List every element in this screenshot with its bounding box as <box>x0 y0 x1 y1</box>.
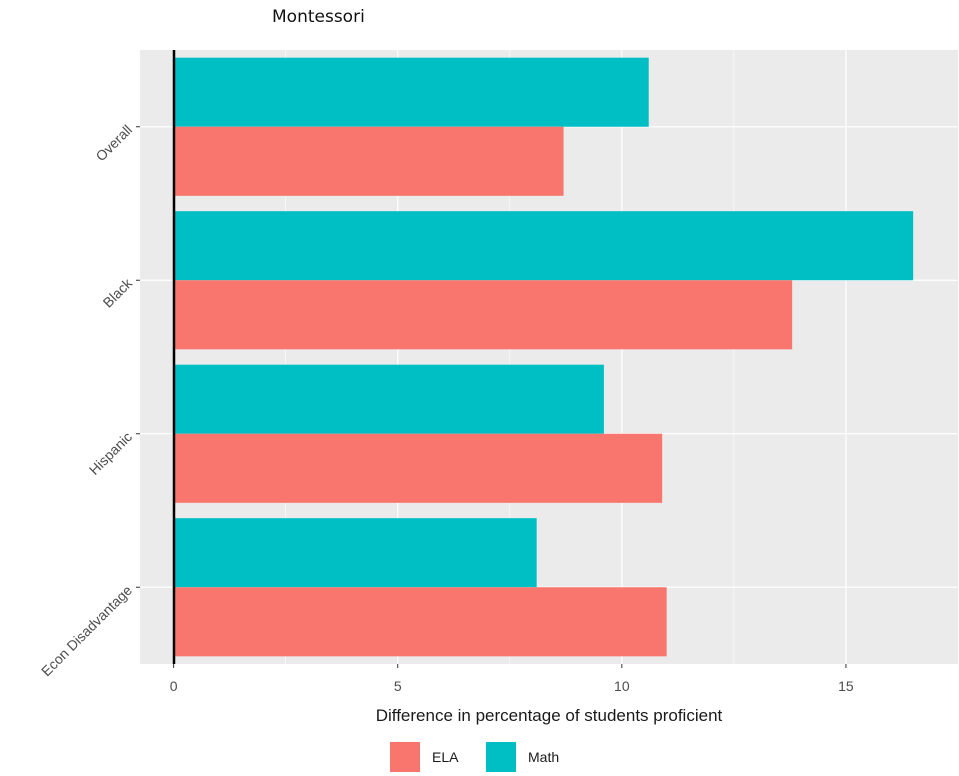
legend-key-ela <box>390 742 420 772</box>
bar-math <box>173 211 914 281</box>
legend-key-math <box>486 742 516 772</box>
x-axis-title: Difference in percentage of students pro… <box>376 706 723 725</box>
bar-math <box>173 518 537 588</box>
y-tick-label: Overall <box>92 122 135 165</box>
legend-label: Math <box>528 749 559 765</box>
bar-ela <box>173 280 793 350</box>
bars <box>173 57 914 657</box>
bar-math <box>173 57 649 127</box>
chart-title: Montessori <box>272 7 365 27</box>
y-tick-label: Hispanic <box>86 429 135 478</box>
y-tick-label: Black <box>100 274 136 310</box>
y-tick-label: Econ Disadvantage <box>38 582 135 679</box>
bar-math <box>173 364 604 434</box>
x-tick-label: 10 <box>614 678 630 694</box>
x-axis-ticks: 0 5 10 15 <box>170 664 854 694</box>
bar-ela <box>173 587 667 657</box>
bar-ela <box>173 126 564 196</box>
y-axis-ticks: Overall Black Hispanic Econ Disadvantage <box>38 122 140 679</box>
x-tick-label: 0 <box>170 678 178 694</box>
legend-label: ELA <box>432 749 459 765</box>
x-tick-label: 5 <box>394 678 402 694</box>
bar-ela <box>173 433 663 503</box>
x-tick-label: 15 <box>838 678 854 694</box>
legend: ELA Math <box>390 742 559 772</box>
